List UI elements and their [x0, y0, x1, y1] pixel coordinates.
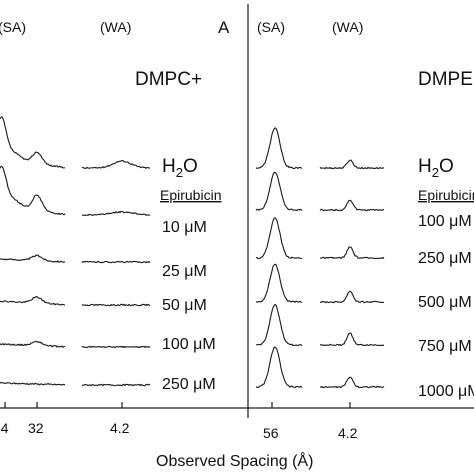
trace-a-dmpc-100-seg0 — [0, 340, 66, 348]
trace-b-dmpe-water-seg1 — [319, 159, 385, 170]
trace-a-dmpc-water-seg1 — [81, 159, 151, 170]
trace-b-dmpe-750-seg1 — [319, 332, 385, 347]
row-label-b-5: 1000 μM — [418, 383, 474, 400]
trace-b-dmpe-100-seg0 — [255, 171, 303, 212]
row-label-a-4: 100 μM — [162, 336, 216, 353]
trace-b-dmpe-250-seg1 — [319, 246, 385, 260]
panel-a-additive-label: Epirubicin — [160, 187, 221, 203]
x-tick-label: 4.2 — [110, 420, 130, 436]
trace-a-dmpc-50-seg0 — [0, 296, 66, 306]
trace-a-dmpc-25-seg0 — [0, 254, 66, 263]
row-label-b-1: 100 μM — [418, 213, 472, 230]
panel-b-wa-label: (WA) — [332, 19, 363, 35]
panel-b-sa-label: (SA) — [257, 19, 285, 35]
trace-a-dmpc-10-seg1 — [81, 210, 150, 217]
panel-a-letter: A — [218, 18, 230, 37]
row-labels-group: H2O 10 μM 25 μM 50 μM 100 μM 250 μM H2O 100 μM 2… — [162, 156, 474, 400]
row-label-a-5: 250 μM — [162, 376, 216, 393]
trace-b-dmpe-500-seg1 — [319, 290, 385, 304]
trace-b-dmpe-100-seg1 — [319, 199, 384, 212]
trace-b-dmpe-1000-seg0 — [255, 346, 303, 389]
panel-a-wa-label: (WA) — [100, 19, 131, 35]
row-label-b-4: 750 μM — [418, 338, 472, 355]
trace-a-dmpc-25-seg1 — [81, 260, 151, 264]
trace-a-dmpc-10-seg0 — [0, 165, 66, 216]
row-label-a-3: 50 μM — [162, 297, 207, 314]
panel-b-additive-label: Epirubicin — [418, 187, 474, 203]
row-label-a-2: 25 μM — [162, 263, 207, 280]
trace-a-dmpc-water-seg0 — [0, 116, 66, 169]
row-label-b-3: 500 μM — [418, 294, 472, 311]
panel-a-lipid-label: DMPC+ — [135, 69, 202, 90]
row-label-a-1: 10 μM — [162, 219, 207, 236]
trace-b-dmpe-750-seg0 — [255, 303, 303, 347]
trace-b-dmpe-250-seg0 — [255, 217, 303, 260]
trace-a-dmpc-100-seg1 — [81, 345, 151, 349]
trace-b-dmpe-1000-seg1 — [319, 376, 385, 389]
x-tick-label: 4.2 — [338, 425, 358, 441]
trace-a-dmpc-250-seg1 — [81, 383, 151, 387]
panel-a-sa-label: (SA) — [0, 19, 26, 35]
row-label-a-0: H2O — [162, 156, 198, 180]
panel-b-lipid-label: DMPE — [418, 69, 473, 90]
traces-group — [0, 116, 385, 389]
row-label-b-0: H2O — [418, 156, 454, 180]
trace-b-dmpe-water-seg0 — [255, 127, 303, 170]
trace-a-dmpc-50-seg1 — [81, 303, 151, 307]
trace-b-dmpe-500-seg0 — [255, 263, 303, 303]
x-tick-label: 56 — [263, 425, 279, 441]
x-axis-title: Observed Spacing (Å) — [156, 451, 313, 470]
row-label-b-2: 250 μM — [418, 250, 472, 267]
x-tick-label: 32 — [28, 420, 44, 436]
x-tick-label: 64 — [0, 420, 9, 436]
trace-a-dmpc-250-seg0 — [0, 381, 66, 386]
